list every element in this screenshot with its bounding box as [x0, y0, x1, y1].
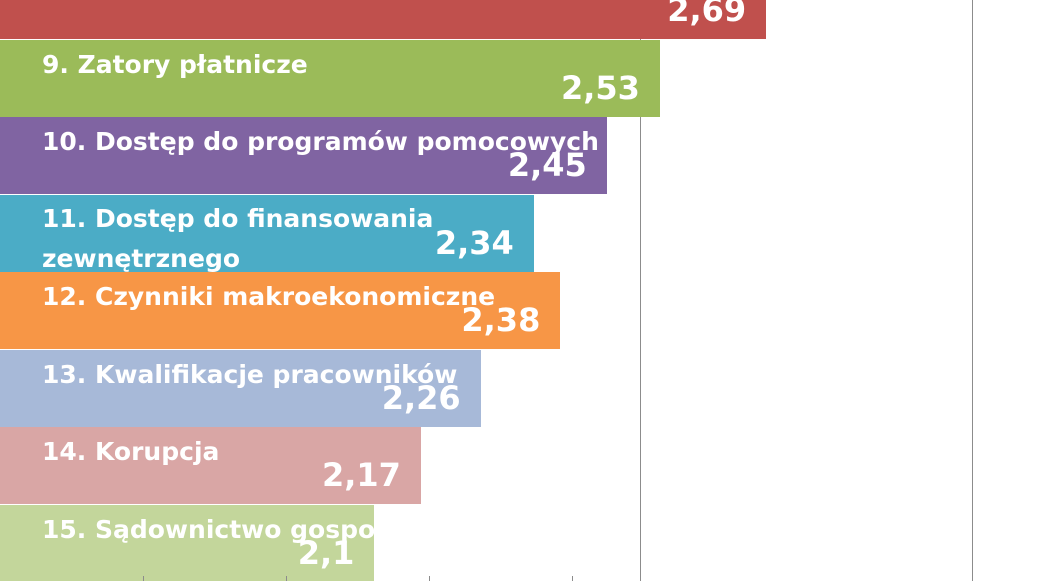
- value-label: 2,38: [461, 301, 541, 339]
- value-label: 2,45: [507, 146, 587, 184]
- category-label: 13. Kwalifikacje pracowników: [42, 359, 458, 389]
- axis-tick: [429, 576, 430, 581]
- axis-tick: [286, 576, 287, 581]
- value-label: 2,34: [434, 223, 514, 262]
- category-label: 11. Dostęp do finansowania zewnętrznego: [42, 203, 434, 273]
- bar: [0, 272, 561, 349]
- category-label: 14. Korupcja: [42, 437, 220, 466]
- bar: [0, 0, 767, 39]
- category-label: 9. Zatory płatnicze: [42, 49, 308, 79]
- value-label: 2,26: [381, 378, 461, 417]
- value-label: 2,69: [667, 0, 747, 29]
- axis-tick: [572, 576, 573, 581]
- bar: [0, 194, 534, 272]
- value-label: 2,53: [560, 68, 640, 107]
- bar: [0, 349, 481, 427]
- bar: [0, 504, 375, 581]
- gridline: [972, 0, 973, 581]
- category-label: 12. Czynniki makroekonomiczne: [42, 282, 496, 311]
- category-label: 10. Dostęp do programów pomocowych: [42, 127, 599, 156]
- bar: [0, 117, 607, 194]
- bar: [0, 39, 660, 117]
- category-label: 15. Sądownictwo gospodarcze: [42, 514, 469, 544]
- axis-tick: [143, 576, 144, 581]
- value-label: 2,1: [297, 533, 355, 572]
- value-label: 2,17: [321, 456, 401, 494]
- bar: [0, 427, 421, 504]
- gridline: [640, 0, 641, 581]
